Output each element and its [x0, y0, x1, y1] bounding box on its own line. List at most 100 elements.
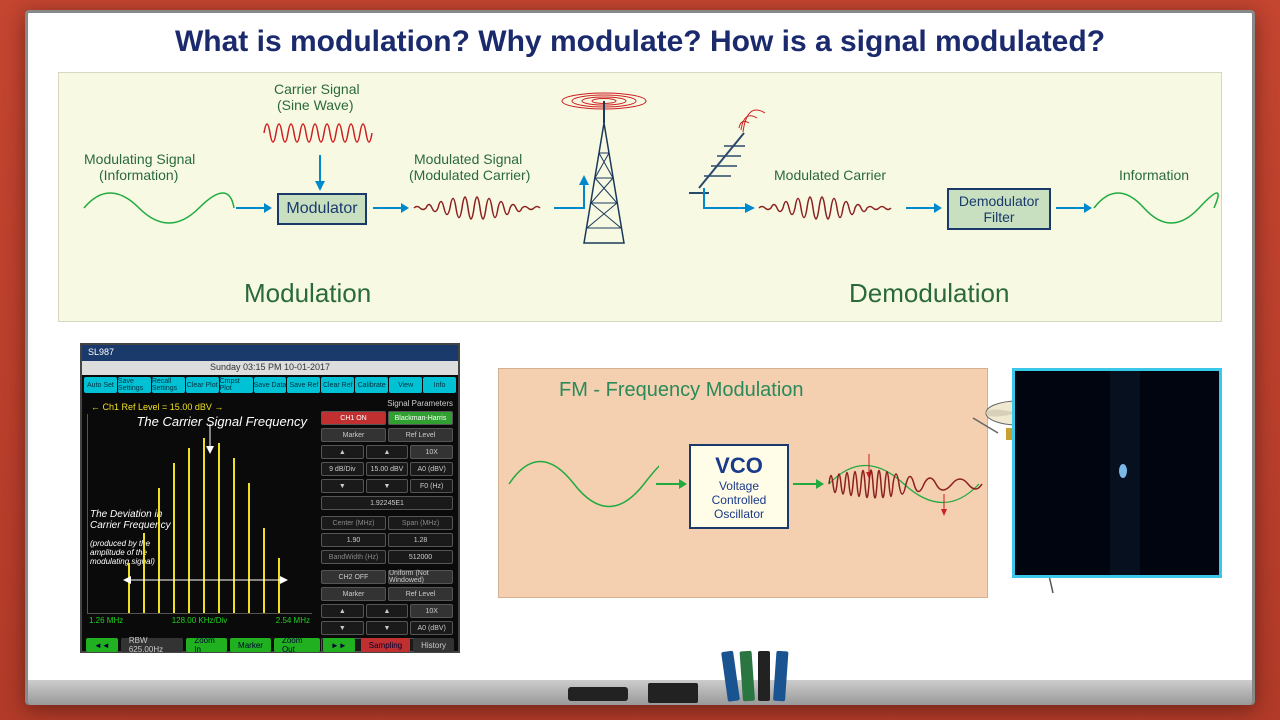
bw-val: 512000: [388, 550, 453, 564]
down-button[interactable]: ▼: [366, 621, 409, 635]
label-carrier: Carrier Signal: [274, 81, 360, 97]
analyzer-controls: Signal Parameters CH1 ON Blackman-Harris…: [317, 395, 457, 635]
marker-button-2[interactable]: Marker: [321, 587, 386, 601]
output-signal-wave: [1089, 183, 1219, 233]
toolbar-button[interactable]: Clear Plot: [186, 377, 219, 393]
analyzer-title: SL987: [88, 347, 114, 357]
markers-2: [728, 651, 785, 701]
spectrum-line: [128, 563, 130, 613]
pale-blue-dot-icon: [1015, 371, 1219, 575]
spec-carrier-title: The Carrier Signal Frequency: [136, 414, 307, 429]
db-val: 15.00 dBV: [366, 462, 409, 476]
arrow-icon: [904, 198, 944, 218]
label-info-out: Information: [1119, 167, 1189, 183]
up-button[interactable]: ▲: [321, 445, 364, 459]
analyzer-titlebar: SL987: [82, 345, 458, 361]
zoomout-button[interactable]: Zoom Out: [274, 638, 320, 652]
toolbar-button[interactable]: Cmpst Plot: [220, 377, 253, 393]
arrow-icon: [654, 474, 689, 494]
demod-label: Demodulator: [959, 193, 1039, 209]
reflevel-button-2[interactable]: Ref Level: [388, 587, 453, 601]
spec-dev-title: The Deviation in Carrier Frequency: [90, 509, 185, 531]
prev-button[interactable]: ◄◄: [86, 638, 118, 652]
blackman-button[interactable]: Blackman-Harris: [388, 411, 453, 425]
toolbar-button[interactable]: Info: [423, 377, 456, 393]
label-modulated-signal: Modulated Signal: [414, 151, 522, 167]
vco-sub1: Voltage: [719, 479, 759, 493]
center-val: 1.90: [321, 533, 386, 547]
tenx-button[interactable]: 10X: [410, 445, 453, 459]
spec-dev-sub: (produced by the amplitude of the modula…: [90, 539, 185, 566]
center-label: Center (MHz): [321, 516, 386, 530]
a0-label: A0 (dBV): [410, 462, 453, 476]
spectrum-line: [233, 458, 235, 613]
spectrum-line: [188, 448, 190, 613]
carrier-wave: [259, 113, 379, 153]
down-button[interactable]: ▼: [321, 621, 364, 635]
modulator-label: Modulator: [286, 200, 357, 218]
toolbar-button[interactable]: Save Ref: [287, 377, 320, 393]
ch1-button[interactable]: CH1 ON: [321, 411, 386, 425]
f0-label: F0 (Hz): [410, 479, 453, 493]
marker-icon: [758, 651, 770, 701]
toolbar-button[interactable]: Save Data: [254, 377, 287, 393]
spectrum-line: [158, 488, 160, 613]
sampling-button[interactable]: Sampling: [361, 638, 410, 652]
toolbar-button[interactable]: Recall Settings: [152, 377, 185, 393]
toolbar-button[interactable]: Auto Set: [84, 377, 117, 393]
down-button[interactable]: ▼: [366, 479, 409, 493]
down-button[interactable]: ▼: [321, 479, 364, 493]
label-information: (Information): [99, 167, 178, 183]
eraser-icon: [648, 683, 698, 703]
span-label: Span (MHz): [388, 516, 453, 530]
vco-sub2: Controlled: [712, 493, 767, 507]
demodulation-big-label: Demodulation: [849, 278, 1009, 309]
analyzer-main: ← Ch1 Ref Level = 15.00 dBV → The Carrie…: [82, 395, 458, 635]
zoomin-button[interactable]: Zoom In: [186, 638, 227, 652]
up-button[interactable]: ▲: [366, 445, 409, 459]
label-sinewave: (Sine Wave): [277, 97, 354, 113]
tenx-button-2[interactable]: 10X: [410, 604, 453, 618]
received-wave: [754, 183, 904, 233]
toolbar-button[interactable]: Save Settings: [118, 377, 151, 393]
label-modulated-carrier: (Modulated Carrier): [409, 167, 530, 183]
analyzer-bottom: ◄◄ RBW 625.00Hz Zoom In Marker Zoom Out …: [82, 635, 458, 655]
arrow-icon: [699, 188, 759, 218]
toolbar-button[interactable]: View: [389, 377, 422, 393]
ch2-button[interactable]: CH2 OFF: [321, 570, 386, 584]
f0-val: 1.92245E1: [321, 496, 453, 510]
x-axis-labels: 1.26 MHz 128.00 KHz/Div 2.54 MHz: [87, 614, 312, 627]
toolbar-button[interactable]: Clear Ref: [321, 377, 354, 393]
reflevel-button[interactable]: Ref Level: [388, 428, 453, 442]
arrow-icon: [1054, 198, 1094, 218]
db-div: 9 dB/Div: [321, 462, 364, 476]
fm-panel: FM - Frequency Modulation VCO Voltage Co…: [498, 368, 988, 598]
modulation-big-label: Modulation: [244, 278, 371, 309]
analyzer-toolbar: Auto Set Save Settings Recall Settings C…: [82, 375, 458, 395]
bw-label: BandWidth (Hz): [321, 550, 386, 564]
tower-icon: [559, 83, 649, 253]
label-mod-carrier-rx: Modulated Carrier: [774, 167, 886, 183]
marker-icon: [721, 651, 740, 702]
fm-input-wave: [504, 434, 659, 524]
up-button[interactable]: ▲: [366, 604, 409, 618]
spectrum-line: [248, 483, 250, 613]
history-button[interactable]: History: [413, 638, 454, 652]
carrier-arrow-icon: [203, 424, 218, 454]
uniform-button[interactable]: Uniform (Not Windowed): [388, 570, 453, 584]
ch1-ref-label: ← Ch1 Ref Level = 15.00 dBV →: [87, 400, 312, 414]
x-label: 2.54 MHz: [276, 616, 310, 625]
up-button[interactable]: ▲: [321, 604, 364, 618]
whiteboard: What is modulation? Why modulate? How is…: [25, 10, 1255, 705]
next-button[interactable]: ►►: [323, 638, 355, 652]
marker-icon: [568, 687, 628, 701]
markers: [568, 687, 628, 701]
marker-bottom-button[interactable]: Marker: [230, 638, 271, 652]
signal-params-label: Signal Parameters: [321, 399, 453, 408]
marker-button[interactable]: Marker: [321, 428, 386, 442]
toolbar-button[interactable]: Calibrate: [355, 377, 388, 393]
spectrum-line: [263, 528, 265, 613]
vco-block: VCO Voltage Controlled Oscillator: [689, 444, 789, 529]
bottom-row: SL987 Sunday 03:15 PM 10-01-2017 Auto Se…: [58, 343, 1222, 673]
span-val: 1.28: [388, 533, 453, 547]
